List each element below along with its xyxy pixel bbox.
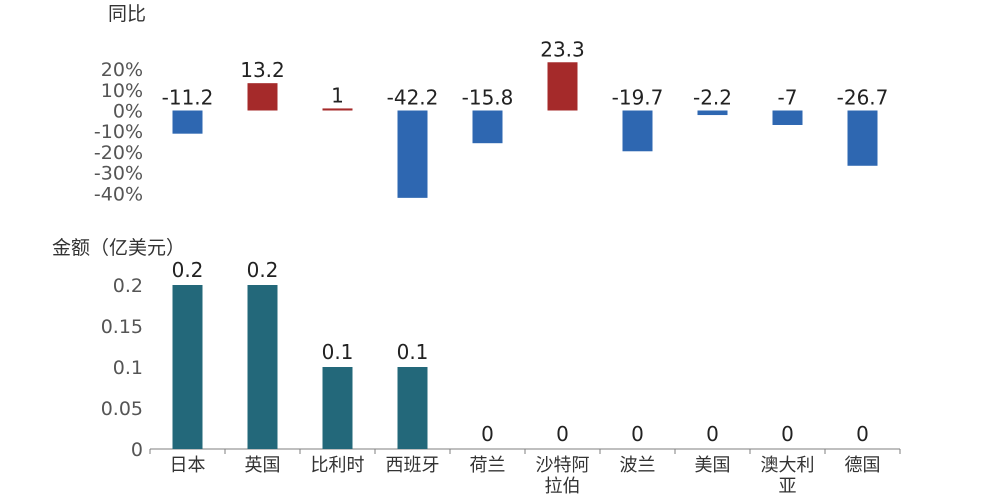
- x-category-label: 澳大利亚: [761, 455, 815, 497]
- x-category-label: 美国: [695, 455, 731, 476]
- yoy-data-label: 23.3: [540, 37, 585, 61]
- amount-chart: 0.2 0.15 0.1 0.05 0 0.2 日本 0.2 英国 0.1 比利时 0.1 西班牙 0 荷兰…: [101, 258, 901, 497]
- yoy-y-tick-label: -40%: [94, 183, 143, 205]
- amount-axis-title: 金额（亿美元）: [52, 237, 185, 259]
- amount-y-tick-label: 0: [131, 439, 143, 461]
- amount-data-label: 0: [556, 422, 569, 446]
- yoy-y-tick-label: -30%: [94, 163, 143, 185]
- x-category-label-line: 德国: [845, 455, 881, 476]
- amount-bar: [322, 367, 353, 449]
- x-category-label-line: 日本: [170, 455, 206, 476]
- yoy-data-label: -2.2: [693, 86, 732, 110]
- x-category-label-line: 拉伯: [545, 476, 581, 497]
- x-category-label-line: 美国: [695, 455, 731, 476]
- x-category-label: 德国: [845, 455, 881, 476]
- amount-data-label: 0.1: [322, 340, 354, 364]
- yoy-bar: [172, 110, 203, 134]
- amount-bar: [172, 285, 203, 449]
- yoy-y-tick-label: -20%: [94, 142, 143, 164]
- x-category-label: 沙特阿拉伯: [536, 455, 590, 497]
- yoy-data-label: 1: [331, 83, 344, 107]
- yoy-y-tick-label: 20%: [101, 59, 143, 81]
- x-category-label-line: 澳大利: [761, 455, 815, 476]
- x-category-label: 波兰: [620, 455, 656, 476]
- amount-bar: [397, 367, 428, 449]
- x-category-label-line: 英国: [245, 455, 281, 476]
- amount-y-tick-label: 0.05: [101, 398, 143, 420]
- x-category-label-line: 荷兰: [470, 455, 506, 476]
- x-category-label-line: 西班牙: [386, 455, 440, 476]
- x-category-label-line: 比利时: [311, 455, 365, 476]
- yoy-bar: [847, 110, 878, 166]
- x-category-label-line: 沙特阿: [536, 455, 590, 476]
- yoy-bar: [697, 110, 728, 116]
- yoy-data-label: -42.2: [387, 86, 439, 110]
- yoy-bar: [247, 83, 278, 111]
- amount-data-label: 0: [706, 422, 719, 446]
- x-category-label: 西班牙: [386, 455, 440, 476]
- amount-data-label: 0: [856, 422, 869, 446]
- yoy-bar: [397, 110, 428, 198]
- yoy-chart: 20%10%0%-10%-20%-30%-40%-11.213.21 -42.2-…: [94, 37, 888, 205]
- x-category-label: 比利时: [311, 455, 365, 476]
- yoy-y-tick-label: -10%: [94, 121, 143, 143]
- x-category-label-line: 亚: [779, 476, 797, 497]
- yoy-axis-title: 同比: [108, 3, 146, 25]
- x-category-label: 荷兰: [470, 455, 506, 476]
- yoy-data-label: -15.8: [462, 86, 514, 110]
- yoy-data-label: -26.7: [837, 86, 889, 110]
- x-category-label: 英国: [245, 455, 281, 476]
- yoy-bar: [772, 110, 803, 125]
- amount-data-label: 0: [631, 422, 644, 446]
- yoy-bar: [472, 110, 503, 144]
- amount-y-tick-label: 0.2: [113, 275, 143, 297]
- amount-data-label: 0.2: [247, 258, 279, 282]
- amount-data-label: 0: [781, 422, 794, 446]
- x-category-label-line: 波兰: [620, 455, 656, 476]
- x-category-label: 日本: [170, 455, 206, 476]
- yoy-bar: [322, 108, 353, 111]
- yoy-y-tick-label: 0%: [113, 101, 143, 123]
- yoy-bar: [547, 62, 578, 111]
- yoy-bar: [622, 110, 653, 152]
- amount-data-label: 0: [481, 422, 494, 446]
- yoy-data-label: 13.2: [240, 58, 285, 82]
- yoy-data-label: -11.2: [162, 86, 214, 110]
- yoy-data-label: -19.7: [612, 86, 664, 110]
- amount-y-tick-label: 0.1: [113, 357, 143, 379]
- amount-bar: [247, 285, 278, 449]
- yoy-data-label: -7: [778, 86, 798, 110]
- yoy-y-tick-label: 10%: [101, 80, 143, 102]
- amount-data-label: 0.1: [397, 340, 429, 364]
- amount-y-tick-label: 0.15: [101, 316, 143, 338]
- amount-data-label: 0.2: [172, 258, 204, 282]
